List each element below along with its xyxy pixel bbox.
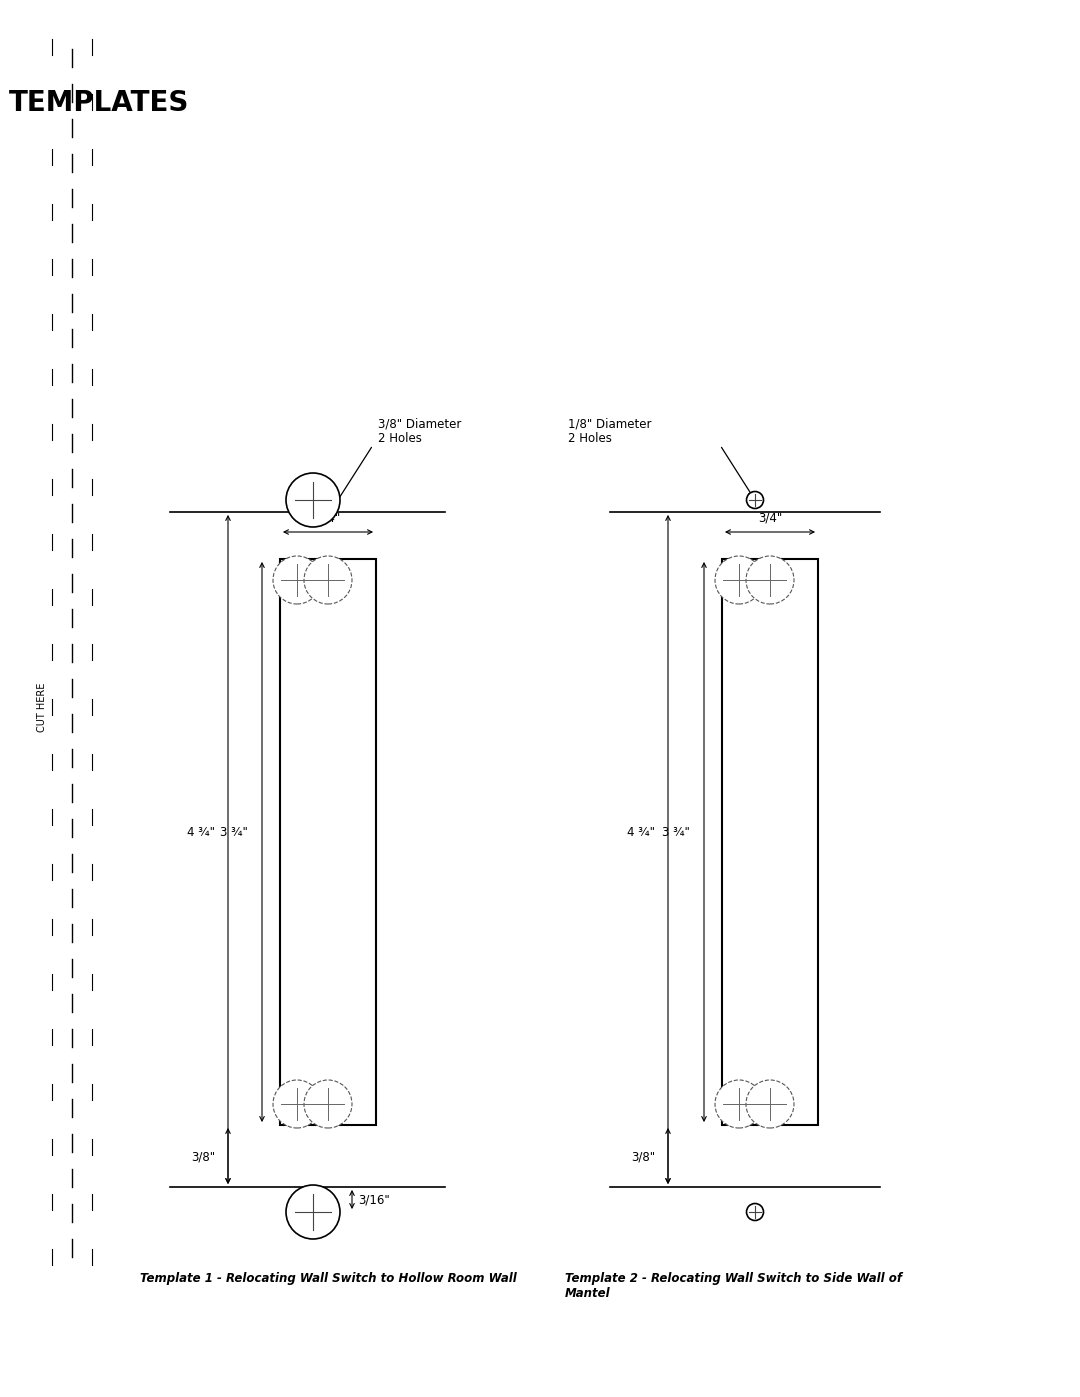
Text: 1/8" Diameter
2 Holes: 1/8" Diameter 2 Holes <box>568 416 651 446</box>
Text: 3 ¾": 3 ¾" <box>662 826 690 838</box>
Circle shape <box>303 1080 352 1127</box>
Text: 3/8" Diameter
2 Holes: 3/8" Diameter 2 Holes <box>378 416 461 446</box>
Circle shape <box>273 556 321 604</box>
Circle shape <box>286 1185 340 1239</box>
Text: 4 ¾": 4 ¾" <box>627 826 654 838</box>
Circle shape <box>746 1080 794 1127</box>
Text: Template 1 - Relocating Wall Switch to Hollow Room Wall: Template 1 - Relocating Wall Switch to H… <box>140 1273 516 1285</box>
Circle shape <box>746 492 764 509</box>
Text: 4 ¾": 4 ¾" <box>187 826 215 838</box>
Bar <box>723 559 818 1125</box>
Text: 3/4": 3/4" <box>315 511 340 524</box>
Circle shape <box>746 1203 764 1221</box>
Text: TEMPLATES: TEMPLATES <box>9 89 189 117</box>
Circle shape <box>286 474 340 527</box>
Circle shape <box>715 556 762 604</box>
Bar <box>280 559 376 1125</box>
Circle shape <box>273 1080 321 1127</box>
Text: 3/8": 3/8" <box>631 1151 654 1164</box>
Text: CUT HERE: CUT HERE <box>37 682 48 732</box>
Text: Template 2 - Relocating Wall Switch to Side Wall of
Mantel: Template 2 - Relocating Wall Switch to S… <box>565 1273 902 1301</box>
Circle shape <box>746 556 794 604</box>
Circle shape <box>715 1080 762 1127</box>
Text: 3/4": 3/4" <box>758 511 782 524</box>
Circle shape <box>303 556 352 604</box>
Text: 3 ¾": 3 ¾" <box>220 826 248 838</box>
Text: 3/16": 3/16" <box>357 1193 390 1207</box>
Text: 3/8": 3/8" <box>191 1151 215 1164</box>
